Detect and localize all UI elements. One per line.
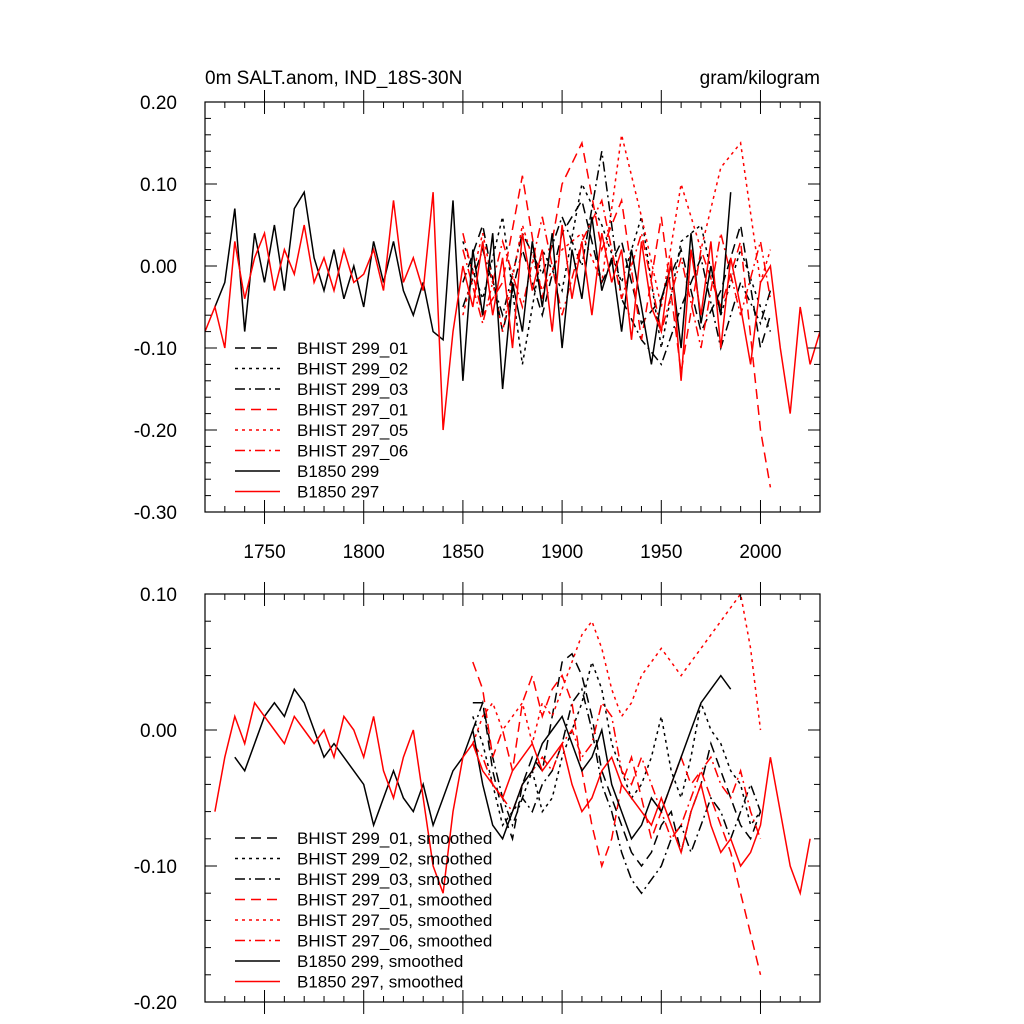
legend-label: BHIST 299_01, smoothed xyxy=(297,829,492,848)
legend-label: BHIST 299_02, smoothed xyxy=(297,850,492,869)
series-line-4 xyxy=(462,134,772,332)
legend: BHIST 299_01, smoothed BHIST 299_02, smoo… xyxy=(235,829,492,992)
plot-frame xyxy=(204,593,821,1003)
x-tick-label: 1900 xyxy=(541,542,583,563)
legend-label: BHIST 299_03 xyxy=(297,380,408,399)
series-line-2 xyxy=(462,151,772,366)
series-line-7 xyxy=(205,192,820,431)
x-tick-label: 2000 xyxy=(739,542,781,563)
legend-label: BHIST 297_01, smoothed xyxy=(297,891,492,910)
series-line-3 xyxy=(462,140,772,488)
y-tick-label: 0.00 xyxy=(140,257,177,278)
series-line-5 xyxy=(462,198,772,349)
x-tick-label: 1800 xyxy=(343,542,385,563)
legend-label: B1850 297, smoothed xyxy=(297,973,463,992)
top-panel: -0.30 -0.20 -0.10 0.00 0.10 0.20 1750 1800 1850 1… xyxy=(134,68,821,563)
chart-title-right: gram/kilogram xyxy=(700,68,820,89)
plot-frame xyxy=(204,101,821,513)
y-tick-label: -0.30 xyxy=(134,503,177,524)
series-line-2 xyxy=(472,687,762,895)
y-tick-label: 0.00 xyxy=(140,721,177,742)
series-line-6 xyxy=(234,674,732,841)
series-line-6 xyxy=(214,190,732,390)
y-tick-label: 0.20 xyxy=(140,93,177,114)
y-tick-label: -0.20 xyxy=(134,993,177,1014)
legend-label: B1850 299 xyxy=(297,462,379,481)
series-line-3 xyxy=(472,661,762,975)
legend-label: BHIST 299_01 xyxy=(297,339,408,358)
legend-label: B1850 297 xyxy=(297,483,379,502)
y-tick-label: -0.20 xyxy=(134,421,177,442)
series-group xyxy=(214,594,811,975)
legend-label: BHIST 297_05, smoothed xyxy=(297,911,492,930)
legend-label: B1850 299, smoothed xyxy=(297,952,463,971)
chart-title-left: 0m SALT.anom, IND_18S-30N xyxy=(205,68,462,89)
legend-label: BHIST 297_06 xyxy=(297,442,408,461)
series-line-4 xyxy=(472,594,762,744)
series-line-0 xyxy=(472,652,762,868)
series-line-1 xyxy=(472,659,762,827)
bottom-panel: -0.20 -0.10 0.00 0.10 BHIST 299_01, smoothed… xyxy=(134,582,821,1014)
y-tick-label: -0.10 xyxy=(134,339,177,360)
legend-label: BHIST 297_05 xyxy=(297,421,408,440)
x-tick-label: 1750 xyxy=(243,542,285,563)
x-tick-label: 1950 xyxy=(640,542,682,563)
x-tick-label: 1850 xyxy=(442,542,484,563)
y-tick-label: 0.10 xyxy=(140,175,177,196)
series-line-0 xyxy=(462,198,772,349)
series-line-7 xyxy=(214,701,811,897)
legend-label: BHIST 297_01 xyxy=(297,401,408,420)
y-tick-label: 0.10 xyxy=(140,585,177,606)
legend-label: BHIST 297_06, smoothed xyxy=(297,932,492,951)
legend-label: BHIST 299_02 xyxy=(297,360,408,379)
legend-label: BHIST 299_03, smoothed xyxy=(297,870,492,889)
y-tick-label: -0.10 xyxy=(134,857,177,878)
series-group xyxy=(205,134,820,488)
